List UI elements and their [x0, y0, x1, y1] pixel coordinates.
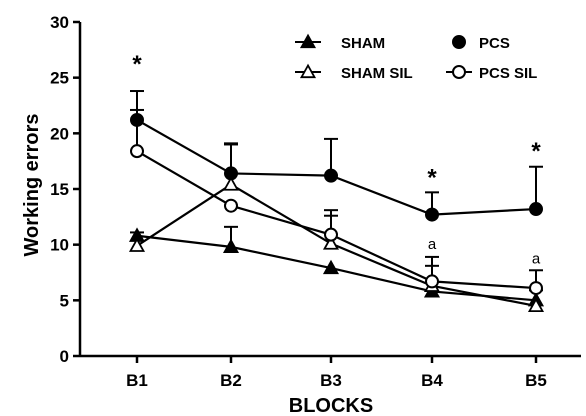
- series-lines: [136, 119, 537, 307]
- y-axis-label: Working errors: [21, 114, 43, 257]
- series-markers: [128, 112, 545, 313]
- significance-letter: a: [532, 251, 541, 268]
- data-point-sham-sil: [322, 235, 340, 250]
- data-point-pcs: [529, 202, 543, 217]
- data-point-sham: [322, 259, 340, 275]
- data-point-sham-sil: [222, 176, 240, 191]
- data-point-pcs: [425, 207, 439, 222]
- y-tick-label: 0: [60, 347, 69, 366]
- data-point-pcs: [130, 112, 144, 127]
- data-point-sham-sil: [527, 297, 545, 313]
- data-point-sham-sil: [128, 237, 146, 252]
- data-point-pcs-sil: [529, 281, 543, 296]
- data-point-pcs-sil: [324, 227, 338, 242]
- x-tick-label: B1: [126, 371, 148, 390]
- significance-star: *: [531, 138, 541, 165]
- y-tick-label: 20: [50, 124, 69, 143]
- legend-label-pcs: PCS: [479, 35, 510, 52]
- data-point-pcs-sil: [425, 274, 439, 289]
- y-tick-label: 25: [50, 69, 69, 88]
- data-point-pcs-sil: [130, 144, 144, 159]
- x-ticks: B1 B2 B3 B4 B5: [126, 356, 547, 390]
- x-axis-label: BLOCKS: [289, 395, 373, 416]
- significance-star: *: [132, 51, 142, 78]
- legend-label-sham: SHAM: [341, 35, 385, 52]
- y-tick-label: 15: [50, 180, 69, 199]
- legend: SHAM PCS SHAM SIL PCS SIL: [295, 33, 537, 82]
- annotations: * * * a a: [132, 51, 541, 268]
- y-tick-label: 30: [50, 13, 69, 32]
- y-ticks: 0 5 10 15 20 25 30: [50, 13, 80, 366]
- x-tick-label: B2: [220, 371, 242, 390]
- data-point-pcs: [324, 168, 338, 183]
- series-line-pcs: [136, 119, 537, 216]
- significance-star: *: [427, 165, 437, 192]
- legend-label-sham-sil: SHAM SIL: [341, 65, 413, 82]
- significance-letter: a: [428, 236, 437, 253]
- y-tick-label: 5: [60, 291, 69, 310]
- legend-marker-pcs-sil: [452, 65, 466, 79]
- x-tick-label: B4: [421, 371, 443, 390]
- legend-marker-sham-sil: [299, 63, 317, 79]
- data-point-sham: [222, 238, 240, 253]
- x-tick-label: B3: [320, 371, 342, 390]
- data-point-pcs-sil: [224, 198, 238, 213]
- legend-marker-sham: [299, 33, 317, 49]
- legend-marker-pcs: [452, 35, 466, 49]
- x-tick-label: B5: [525, 371, 547, 390]
- legend-label-pcs-sil: PCS SIL: [479, 65, 537, 82]
- y-tick-label: 10: [50, 236, 69, 255]
